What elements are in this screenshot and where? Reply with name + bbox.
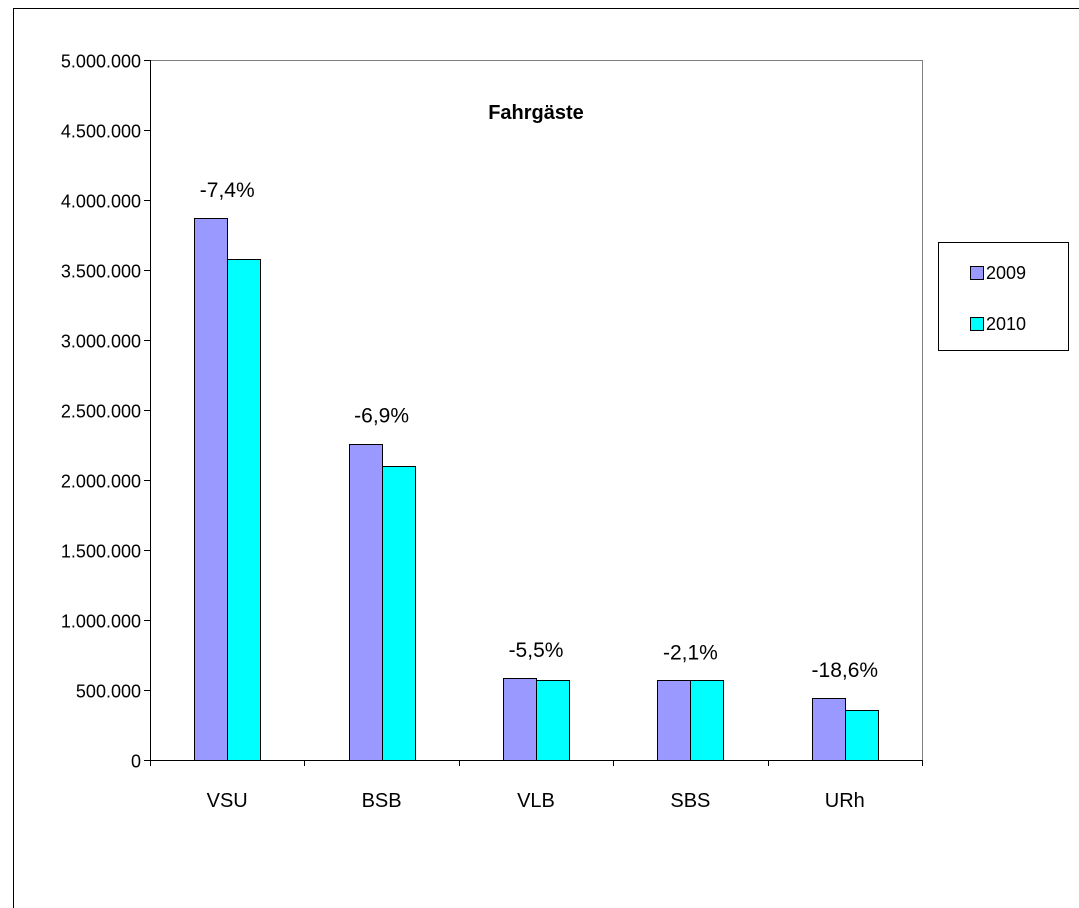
change-label: -7,4% [200, 179, 255, 202]
x-tick-label: URh [825, 790, 865, 812]
legend-swatch-2010 [970, 317, 984, 331]
y-tick-label: 3.000.000 [61, 332, 141, 352]
change-label: -18,6% [812, 659, 879, 682]
bar-sbs-2010 [690, 680, 724, 761]
y-tick-label: 4.500.000 [61, 122, 141, 142]
bar-bsb-2010 [382, 466, 416, 761]
bar-vlb-2009 [503, 678, 537, 761]
change-label: -2,1% [663, 641, 718, 664]
bar-vsu-2010 [227, 259, 261, 761]
x-tick-label: BSB [362, 790, 402, 812]
bar-bsb-2009 [349, 444, 383, 761]
x-axis: VSU BSB VLB SBS URh [150, 760, 923, 812]
x-tick-label: VLB [517, 790, 555, 812]
chart-title: Fahrgäste [488, 102, 584, 124]
change-label: -6,9% [354, 405, 409, 428]
legend-label-2010: 2010 [986, 314, 1026, 334]
y-tick-label: 4.000.000 [61, 192, 141, 212]
y-tick-label: 3.500.000 [61, 262, 141, 282]
bar-vlb-2010 [536, 680, 570, 761]
y-tick-label: 2.000.000 [61, 472, 141, 492]
y-tick-label: 5.000.000 [61, 52, 141, 72]
x-tick-label: VSU [207, 790, 248, 812]
legend: 2009 2010 [938, 242, 1069, 351]
plot-area [150, 60, 923, 761]
bar-vsu-2009 [194, 218, 228, 761]
change-annotations: -7,4% -6,9% -5,5% -2,1% -18,6% [200, 179, 878, 682]
y-tick-label: 0 [131, 752, 141, 772]
legend-swatch-2009 [970, 266, 984, 280]
y-axis: 0 500.000 1.000.000 1.500.000 2.000.000 2.500… [61, 52, 151, 772]
y-tick-label: 1.500.000 [61, 542, 141, 562]
y-tick-label: 2.500.000 [61, 402, 141, 422]
bar-urh-2010 [845, 710, 879, 761]
legend-label-2009: 2009 [986, 263, 1026, 283]
bar-urh-2009 [812, 698, 846, 761]
y-tick-label: 1.000.000 [61, 612, 141, 632]
bars [194, 218, 879, 761]
x-tick-label: SBS [670, 790, 710, 812]
bar-sbs-2009 [657, 680, 691, 761]
y-tick-label: 500.000 [76, 682, 141, 702]
legend-box [938, 242, 1069, 351]
change-label: -5,5% [509, 639, 564, 662]
